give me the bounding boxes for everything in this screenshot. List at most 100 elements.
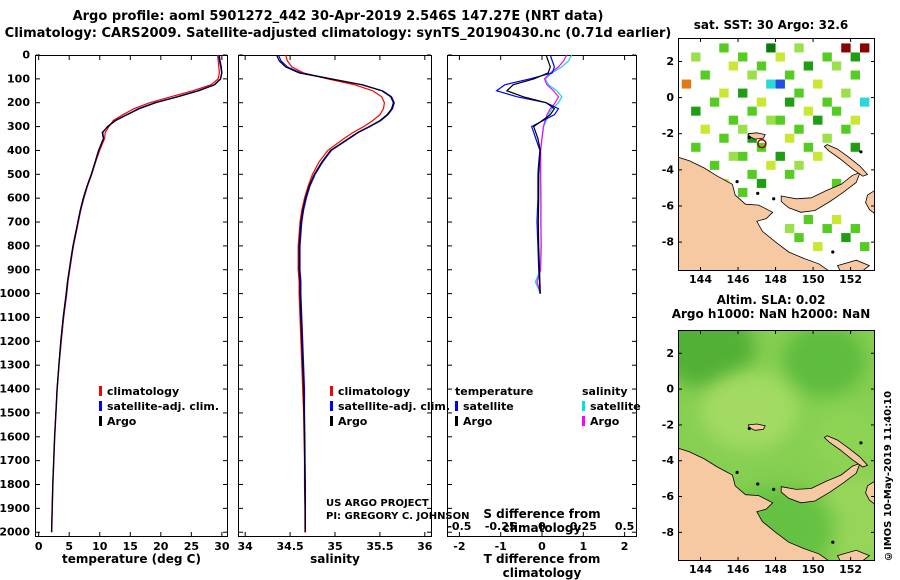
- legend-label: climatology: [338, 385, 411, 398]
- islet-dot: [772, 487, 776, 491]
- lat-tick-label: -6: [662, 490, 675, 503]
- sst-cell: [738, 124, 748, 134]
- depth-tick-label: 0: [22, 49, 30, 62]
- sst-cell: [775, 79, 785, 89]
- figure-title-line1: Argo profile: aoml 5901272_442 30-Apr-20…: [72, 9, 604, 24]
- lon-tick-label: 152: [839, 563, 862, 576]
- sla-map-box: [678, 330, 875, 561]
- sst-cell: [766, 115, 776, 125]
- sst-cell: [747, 106, 757, 116]
- sst-cell: [691, 52, 701, 62]
- islet-dot: [747, 135, 751, 139]
- depth-tick-label: 200: [7, 96, 30, 109]
- depth-tick-label: 500: [7, 168, 30, 181]
- depth-tick-label: 2000: [0, 526, 30, 539]
- sst-cell: [775, 52, 785, 62]
- lat-tick-label: -6: [662, 199, 675, 212]
- sst-cell: [794, 160, 804, 170]
- sst-cell: [784, 97, 795, 107]
- sst-cell: [803, 106, 814, 116]
- series-climatology: [51, 55, 221, 533]
- salinity-panel: 34 34.5 35 35.5 36: [238, 54, 433, 553]
- sst-cell: [775, 151, 785, 161]
- diff-legend-salinity-header: salinity: [582, 385, 628, 398]
- depth-tick-label: 700: [7, 216, 30, 229]
- depth-tick-label: 1300: [0, 359, 30, 372]
- temperature-axis-label: temperature (deg C): [62, 552, 201, 566]
- x-tick-label: 35.5: [366, 540, 393, 553]
- sla-map-title: Altim. SLA: 0.02: [716, 293, 826, 307]
- lon-tick-label: 144: [689, 273, 712, 286]
- credit-text: ©IMOS 10-May-2019 11:40:10: [883, 390, 894, 561]
- x-tick-label: 25: [184, 540, 199, 553]
- series-climatology: [285, 55, 386, 533]
- depth-tick-label: 600: [7, 192, 30, 205]
- sst-cell: [822, 133, 832, 143]
- lat-tick-label: 0: [666, 91, 674, 104]
- sst-cell: [813, 242, 823, 252]
- sst-cell: [738, 187, 748, 197]
- sst-cell: [813, 115, 823, 125]
- sst-cell: [728, 115, 739, 125]
- figure-title-line2: Climatology: CARS2009. Satellite-adjuste…: [4, 26, 672, 41]
- sst-cell: [794, 233, 804, 243]
- lon-tick-label: 146: [727, 563, 750, 576]
- legend-row: satellite-adj. clim.: [330, 399, 450, 414]
- sst-cell: [709, 160, 720, 170]
- s-diff-tick-label: -0.5: [447, 520, 471, 533]
- sst-cell: [738, 52, 748, 62]
- legend-row: satellite-adj. clim.: [99, 399, 219, 414]
- legend-marker: [582, 401, 585, 411]
- sst-cell: [794, 43, 804, 53]
- depth-tick-label: 1100: [0, 311, 30, 324]
- sst-cell: [747, 133, 757, 143]
- lat-tick-label: -4: [662, 454, 675, 467]
- legend-marker: [330, 386, 333, 396]
- depth-tick-label: 900: [7, 263, 30, 276]
- lat-tick-label: 2: [666, 347, 674, 360]
- legend-label: Argo: [590, 415, 620, 428]
- sst-cell: [766, 43, 776, 53]
- sst-cell: [728, 151, 739, 161]
- legend-row: Argo: [99, 414, 219, 429]
- s-diff-tick-label: 0.25: [570, 520, 597, 533]
- islet-dot: [735, 179, 739, 184]
- lat-tick-label: -8: [662, 526, 674, 539]
- s-diff-tick-label: -0.25: [485, 520, 517, 533]
- sla-map-subtitle: Argo h1000: NaN h2000: NaN: [671, 307, 871, 321]
- sst-cell: [756, 97, 767, 107]
- sst-cell: [747, 70, 757, 80]
- sst-cell: [813, 79, 823, 89]
- x-tick-label: -1: [495, 540, 507, 553]
- s-diff-tick-label: 0: [538, 520, 546, 533]
- sst-cell: [822, 224, 832, 234]
- sst-cell: [831, 178, 842, 188]
- sst-cell: [859, 97, 870, 107]
- diff-legend-temperature-header: temperature: [455, 385, 534, 398]
- lat-tick-label: -8: [662, 236, 674, 249]
- sst-cell: [850, 115, 860, 125]
- t-difference-axis-label: T difference from climatology: [483, 552, 601, 580]
- legend-marker: [455, 416, 458, 426]
- lat-tick-label: 0: [666, 383, 674, 396]
- legend-label: Argo: [463, 415, 493, 428]
- lon-tick-label: 148: [764, 563, 787, 576]
- sst-cell: [784, 133, 795, 143]
- sst-map-title: sat. SST: 30 Argo: 32.6: [693, 18, 849, 32]
- project-annotation-line1: US ARGO PROJECT: [326, 498, 429, 509]
- sst-cell: [775, 115, 785, 125]
- salinity-legend: climatology satellite-adj. clim. Argo: [330, 384, 450, 429]
- legend-label: satellite-adj. clim.: [107, 400, 220, 413]
- x-tick-label: 34: [238, 540, 254, 553]
- sst-cell: [841, 88, 851, 98]
- islet-dot: [756, 482, 760, 486]
- series-salinity-argo: [536, 55, 568, 294]
- islet-dot: [859, 441, 863, 445]
- x-tick-label: 34.5: [277, 540, 304, 553]
- diff-legend-salinity-column: salinity satellite Argo: [582, 384, 641, 429]
- depth-tick-label: 1900: [0, 502, 30, 515]
- x-tick-label: 2: [621, 540, 629, 553]
- sst-cell: [794, 124, 804, 134]
